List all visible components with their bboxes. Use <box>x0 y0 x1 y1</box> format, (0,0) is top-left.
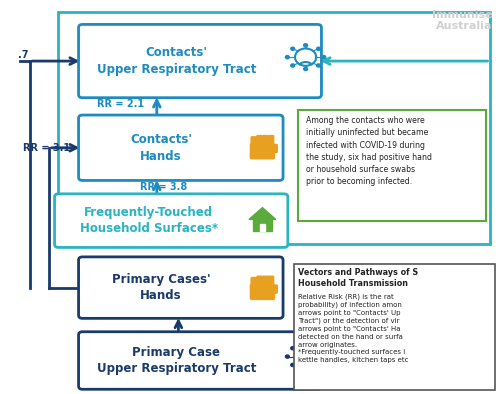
Circle shape <box>291 347 294 350</box>
Circle shape <box>291 47 294 50</box>
Text: RR = 3.1: RR = 3.1 <box>23 143 70 153</box>
FancyBboxPatch shape <box>78 257 283 318</box>
FancyBboxPatch shape <box>268 276 274 286</box>
Circle shape <box>286 355 290 358</box>
Text: Relative Risk (RR) is the rat
probability) of infection amon
arrows point to "Co: Relative Risk (RR) is the rat probabilit… <box>298 294 409 363</box>
Text: RR = 2.1: RR = 2.1 <box>97 99 144 110</box>
FancyBboxPatch shape <box>257 276 262 286</box>
Bar <box>294 264 495 390</box>
FancyBboxPatch shape <box>257 136 262 146</box>
Circle shape <box>304 367 308 370</box>
Circle shape <box>316 47 320 50</box>
Text: Immunise
Australia: Immunise Australia <box>432 10 493 32</box>
FancyBboxPatch shape <box>78 332 322 389</box>
Text: Frequently-Touched
Household Surfaces*: Frequently-Touched Household Surfaces* <box>80 206 218 235</box>
FancyBboxPatch shape <box>272 285 278 293</box>
Circle shape <box>291 363 294 366</box>
FancyBboxPatch shape <box>78 115 283 180</box>
FancyBboxPatch shape <box>250 284 274 299</box>
Text: .7: .7 <box>18 50 28 60</box>
Text: RR = 3.8: RR = 3.8 <box>140 182 188 192</box>
FancyBboxPatch shape <box>54 194 288 247</box>
FancyBboxPatch shape <box>262 276 268 286</box>
Bar <box>58 12 490 244</box>
FancyBboxPatch shape <box>268 136 274 146</box>
Circle shape <box>316 64 320 67</box>
Circle shape <box>304 44 308 47</box>
FancyBboxPatch shape <box>262 136 268 146</box>
Text: Primary Case
Upper Respiratory Tract: Primary Case Upper Respiratory Tract <box>97 346 256 375</box>
Text: Contacts'
Hands: Contacts' Hands <box>130 133 192 162</box>
Circle shape <box>304 343 308 346</box>
FancyBboxPatch shape <box>251 137 256 146</box>
Circle shape <box>286 56 290 59</box>
Circle shape <box>291 64 294 67</box>
Polygon shape <box>249 208 276 219</box>
Text: Vectors and Pathways of S
Household Transmission: Vectors and Pathways of S Household Tran… <box>298 268 418 288</box>
Text: Among the contacts who were
initially uninfected but became
infected with COVID-: Among the contacts who were initially un… <box>306 116 432 186</box>
Circle shape <box>316 347 320 350</box>
Text: Primary Cases'
Hands: Primary Cases' Hands <box>112 273 210 302</box>
FancyBboxPatch shape <box>78 24 322 98</box>
Bar <box>253 219 272 231</box>
Circle shape <box>322 355 326 358</box>
Circle shape <box>304 67 308 71</box>
FancyBboxPatch shape <box>251 277 256 286</box>
Circle shape <box>316 363 320 366</box>
Bar <box>298 110 486 221</box>
Bar <box>260 224 266 231</box>
Text: Contacts'
Upper Respiratory Tract: Contacts' Upper Respiratory Tract <box>97 46 256 76</box>
FancyBboxPatch shape <box>272 145 278 152</box>
FancyBboxPatch shape <box>250 144 274 159</box>
Circle shape <box>322 56 326 59</box>
